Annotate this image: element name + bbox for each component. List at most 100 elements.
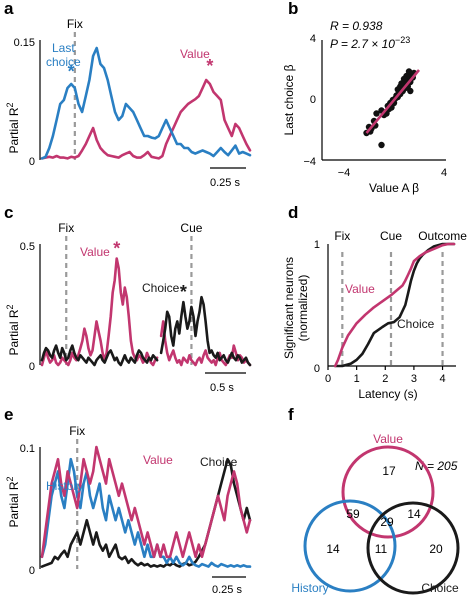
venn-circle-history (303, 499, 397, 593)
panel-e-scalebar-label: 0.25 s (212, 584, 242, 596)
panel-d-ylabel-1: Significant neurons (282, 257, 296, 359)
marker-label-fix: Fix (58, 221, 74, 235)
venn-label-history: History (291, 581, 328, 595)
panel-c-stars: ** (113, 239, 187, 303)
panel-d-xtick-label: 4 (439, 373, 445, 385)
panel-b-ylabel: Last choice β (282, 64, 296, 135)
panel-b-ytick-bottom: −4 (303, 156, 316, 168)
panel-e-ytick-bottom: 0 (29, 565, 35, 577)
panel-f: f N = 205 Value History Choice 17 59 29 … (288, 405, 460, 595)
panel-b-letter: b (288, 0, 298, 18)
venn-count-choice-only: 20 (429, 542, 443, 556)
panel-d-ylabel-2: (normalized) (296, 275, 310, 342)
venn-count-value-choice: 14 (407, 507, 421, 521)
venn-count-history-only: 14 (326, 542, 340, 556)
venn-count-value-only: 17 (382, 464, 396, 478)
panel-c-scalebar-label: 0.5 s (210, 382, 234, 394)
scatter-point (405, 68, 413, 75)
panel-d-xtick-label: 3 (411, 373, 417, 385)
panel-c-letter: c (4, 203, 13, 222)
panel-a-label-last: Last (52, 41, 75, 55)
panel-b-xtick-left: −4 (338, 167, 351, 179)
venn-count-value-history: 59 (346, 507, 360, 521)
significance-star-history: * (68, 62, 75, 82)
panel-c-label-choice: Choice (142, 281, 180, 295)
panel-d-xlabel: Latency (s) (358, 387, 417, 401)
panel-a-ytick-bottom: 0 (29, 156, 35, 168)
venn-count-all: 29 (380, 515, 394, 529)
panel-b-ytick-top: 4 (310, 33, 316, 45)
panel-a-label-choice: choice (46, 55, 81, 69)
significance-star-value: * (206, 56, 213, 76)
panel-d-ytick-bottom: 0 (314, 363, 320, 375)
panel-d: d Significant neurons (normalized) 1 0 0… (282, 203, 467, 401)
marker-label-fix: Fix (69, 424, 85, 438)
panel-c-ylabel: Partial R2 (5, 304, 21, 355)
significance-star-choice: * (180, 282, 187, 302)
panel-b: b Last choice β 4 0 −4 −4 4 Value A β R … (282, 0, 447, 195)
panel-a-ylabel: Partial R2 (5, 102, 21, 153)
panel-d-ytick-top: 1 (314, 239, 320, 251)
panel-a-markers: Fix (67, 17, 83, 160)
venn-circle-value (341, 445, 435, 539)
panel-b-plot (321, 40, 446, 161)
panel-e-letter: e (4, 405, 13, 424)
panel-d-xtick-label: 2 (382, 373, 388, 385)
panel-c-ytick-top: 0.5 (20, 241, 35, 253)
panel-b-p-text: P = 2.7 × 10−23 (330, 35, 410, 51)
panel-a-series (40, 46, 252, 160)
panel-d-letter: d (288, 203, 298, 222)
panel-a-letter: a (4, 0, 14, 18)
series-line-value (333, 242, 456, 368)
panel-b-xtick-right: 4 (441, 167, 447, 179)
marker-label-cue: Cue (180, 221, 202, 235)
panel-e-series (40, 445, 252, 568)
venn-count-history-choice: 11 (375, 542, 388, 556)
panel-d-label-value: Value (345, 282, 375, 296)
panel-b-r-text: R = 0.938 (330, 19, 383, 33)
series-line-value (40, 445, 252, 559)
marker-label-fix: Fix (67, 17, 83, 31)
panel-b-ytick-mid: 0 (310, 94, 316, 106)
venn-label-value: Value (373, 432, 403, 446)
panel-c: c Partial R2 0.5 0 Fix Cue Value Choice *… (4, 203, 252, 394)
venn-circle-choice (366, 501, 460, 595)
panel-c-label-value: Value (80, 245, 110, 259)
series-line-choice (40, 295, 252, 367)
panel-e-ytick-top: 0.1 (20, 443, 35, 455)
significance-star-value: * (113, 239, 120, 259)
panel-c-series (40, 257, 252, 367)
panel-e-label-choice: Choice (200, 455, 238, 469)
marker-label-outcome: Outcome (418, 229, 467, 243)
marker-label-fix: Fix (334, 229, 350, 243)
panel-e-label-value: Value (143, 453, 173, 467)
panel-a-ytick-top: 0.15 (14, 37, 35, 49)
series-line-last-choice (40, 46, 252, 160)
venn-label-choice: Choice (421, 581, 459, 595)
panel-a-stars: * * (68, 56, 214, 82)
panel-a-scalebar-label: 0.25 s (210, 177, 240, 189)
panel-b-xlabel: Value A β (369, 181, 419, 195)
panel-e-ylabel: Partial R2 (5, 476, 21, 527)
series-line-value (40, 78, 252, 160)
scatter-point (398, 80, 405, 87)
panel-f-letter: f (288, 405, 294, 424)
series-line-choice (333, 242, 456, 368)
panel-d-label-choice: Choice (397, 317, 435, 331)
series-line-history (40, 457, 252, 568)
scatter-point (407, 87, 414, 95)
regression-line (365, 69, 420, 134)
series-line-value (40, 257, 252, 367)
panel-e-label-history: History (46, 479, 83, 493)
scatter-point (373, 110, 380, 117)
scatter-point (378, 141, 385, 149)
panel-c-markers: Fix Cue (58, 221, 203, 365)
panel-a-label-value: Value (180, 47, 210, 61)
panel-d-xtick-label: 0 (325, 373, 331, 385)
scatter-point (394, 86, 401, 93)
panel-d-xtick-label: 1 (354, 373, 360, 385)
panel-d-plot: 0 1 2 3 4 Fix Cue Outcome (325, 229, 467, 385)
panel-c-ytick-bottom: 0 (29, 361, 35, 373)
panel-a: a Partial R2 0.15 0 Fix Last choice Valu… (4, 0, 252, 189)
